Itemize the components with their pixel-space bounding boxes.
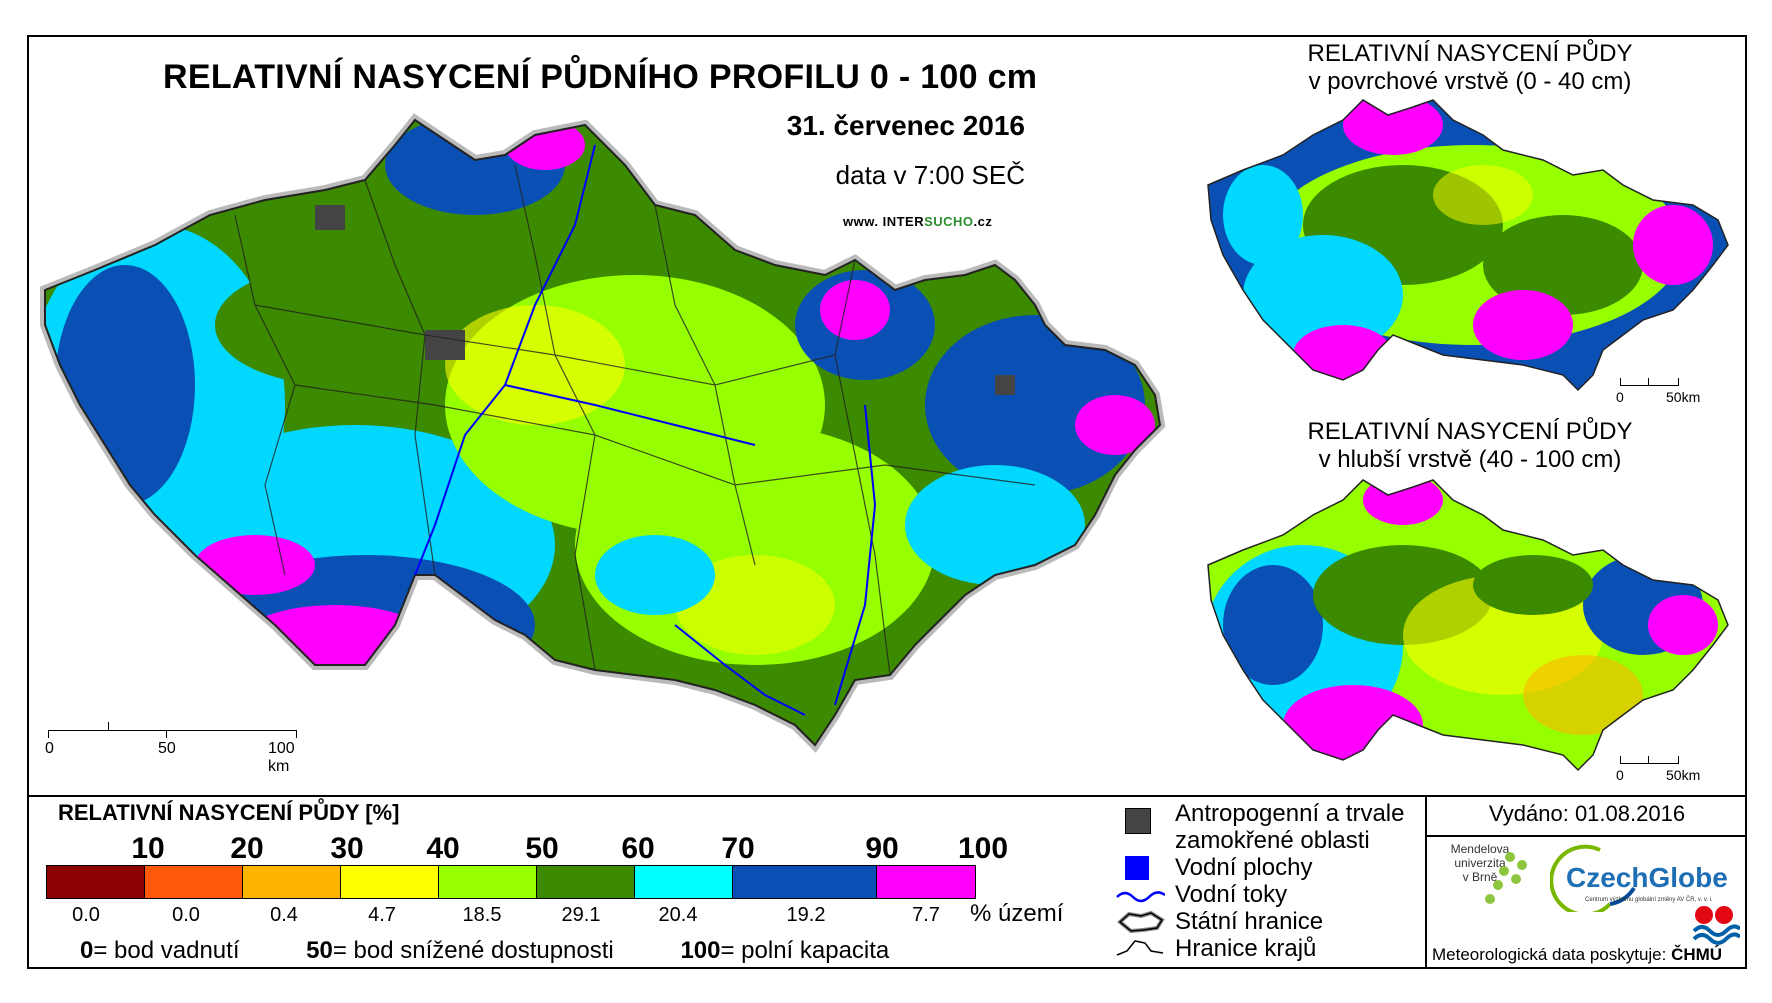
website-link[interactable]: www. INTERSUCHO.cz: [843, 214, 993, 229]
threshold-label: 10: [131, 832, 165, 865]
legend-thresholds: 10 20 30 40 50 60 70 90 100: [46, 832, 1008, 868]
deep-layer-map: [1207, 479, 1729, 772]
map-frame: [27, 35, 1747, 969]
state-border-icon: [1117, 910, 1165, 934]
page-title: RELATIVNÍ NASYCENÍ PŮDNÍHO PROFILU 0 - 1…: [163, 58, 1038, 96]
pct-value: 4.7: [368, 904, 396, 926]
divider: [27, 795, 1747, 797]
legend-anthropogenic: Antropogenní a trvale zamokřené oblasti: [1115, 800, 1405, 854]
color-swatch: [145, 866, 243, 898]
dark-square-icon: [1125, 808, 1151, 834]
color-swatch: [635, 866, 733, 898]
inset-bottom-title: RELATIVNÍ NASYCENÍ PŮDY v hlubší vrstvě …: [1307, 418, 1633, 473]
legend-percentages: 0.0 0.0 0.4 4.7 18.5 29.1 20.4 19.2 7.7: [46, 904, 976, 930]
mendel-dots-icon: [1485, 852, 1527, 904]
pct-value: 7.7: [912, 904, 940, 926]
legend-title: RELATIVNÍ NASYCENÍ PŮDY [%]: [58, 800, 400, 825]
map-time: data v 7:00 SEČ: [835, 160, 1025, 190]
pct-value: 0.0: [172, 904, 200, 926]
legend-water-bodies: Vodní plochy: [1115, 854, 1405, 881]
threshold-label: 40: [426, 832, 460, 865]
mendel-university-logo: Mendelova univerzita v Brně: [1450, 842, 1510, 884]
symbol-legend: Antropogenní a trvale zamokřené oblasti …: [1115, 800, 1405, 962]
color-swatch: [341, 866, 439, 898]
pct-value: 18.5: [462, 904, 502, 926]
threshold-label: 60: [621, 832, 655, 865]
pct-value: 20.4: [658, 904, 698, 926]
threshold-label: 30: [330, 832, 364, 865]
color-swatch: [733, 866, 877, 898]
map-date: 31. červenec 2016: [786, 110, 1025, 141]
color-swatch: [47, 866, 145, 898]
legend-notes: 0= bod vadnutí 50= bod snížené dostupnos…: [80, 937, 890, 964]
threshold-label: 20: [230, 832, 264, 865]
legend-region-border: Hranice krajů: [1115, 935, 1405, 962]
inset-top-title: RELATIVNÍ NASYCENÍ PŮDY v povrchové vrst…: [1307, 40, 1633, 95]
color-swatch: [243, 866, 341, 898]
color-swatch: [537, 866, 635, 898]
threshold-label: 90: [865, 832, 899, 865]
threshold-label: 50: [525, 832, 559, 865]
river-line-icon: [1116, 891, 1165, 903]
main-soil-saturation-map: [40, 113, 1166, 753]
pct-unit: % území: [970, 900, 1064, 927]
legend-rivers: Vodní toky: [1115, 881, 1405, 908]
region-border-icon: [1116, 940, 1164, 956]
pct-value: 19.2: [786, 904, 826, 926]
data-provider: Meteorologická data poskytuje: ČHMÚ: [1432, 945, 1723, 964]
legend-color-bar: [46, 865, 976, 899]
blue-square-icon: [1125, 856, 1149, 880]
divider: [1425, 835, 1747, 837]
pct-value: 0.0: [72, 904, 100, 926]
color-swatch: [439, 866, 537, 898]
surface-layer-map: [1207, 99, 1729, 392]
pct-value: 29.1: [561, 904, 601, 926]
threshold-label: 70: [721, 832, 755, 865]
chmu-logo-icon: [1692, 906, 1740, 945]
czechglobe-logo: CzechGlobe Centrum výzkumu globální změn…: [1549, 842, 1735, 917]
divider: [1425, 795, 1427, 969]
threshold-label: 100: [957, 832, 1009, 865]
legend-state-border: Státní hranice: [1115, 908, 1405, 935]
issued-date: Vydáno: 01.08.2016: [1488, 801, 1686, 826]
pct-value: 0.4: [270, 904, 298, 926]
color-swatch: [877, 866, 975, 898]
